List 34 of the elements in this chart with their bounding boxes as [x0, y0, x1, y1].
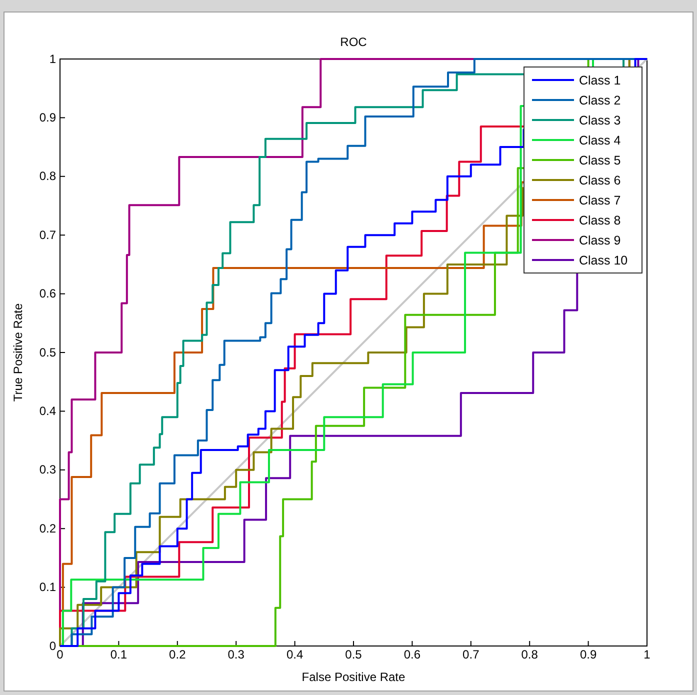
legend-label: Class 10 — [579, 254, 628, 268]
y-tick-label: 0.2 — [39, 521, 56, 536]
legend-label: Class 2 — [579, 94, 621, 108]
x-tick-label: 0.7 — [462, 648, 480, 662]
legend-label: Class 3 — [579, 114, 621, 128]
legend-label: Class 5 — [579, 154, 621, 168]
y-tick-label: 0 — [49, 638, 56, 653]
x-tick-label: 0.6 — [404, 648, 421, 662]
legend-label: Class 7 — [579, 194, 621, 208]
x-tick-label: 0.2 — [169, 648, 186, 662]
y-tick-label: 0.6 — [39, 286, 56, 301]
y-tick-label: 0.7 — [39, 228, 56, 242]
y-tick-label: 1 — [49, 52, 56, 66]
legend-label: Class 1 — [579, 74, 621, 88]
legend-label: Class 9 — [579, 234, 621, 248]
y-tick-label: 0.4 — [39, 404, 56, 418]
x-tick-label: 0.4 — [286, 648, 304, 662]
legend-label: Class 4 — [579, 134, 621, 148]
x-tick-label: 1 — [644, 648, 651, 662]
y-tick-label: 0.3 — [39, 462, 56, 477]
x-tick-label: 0.8 — [521, 648, 538, 662]
chart-title: ROC — [340, 35, 368, 49]
legend-label: Class 8 — [579, 214, 621, 228]
y-tick-label: 0.1 — [39, 580, 56, 594]
x-tick-label: 0.9 — [580, 648, 597, 662]
y-axis-title: True Positive Rate — [11, 303, 25, 402]
x-axis-title: False Positive Rate — [302, 670, 406, 684]
x-tick-label: 0.1 — [110, 648, 128, 662]
y-tick-label: 0.5 — [39, 345, 56, 360]
y-tick-label: 0.9 — [39, 110, 56, 125]
legend-label: Class 6 — [579, 174, 621, 188]
y-tick-label: 0.8 — [39, 169, 56, 184]
x-tick-label: 0.3 — [228, 648, 245, 662]
x-tick-label: 0.5 — [345, 648, 362, 662]
